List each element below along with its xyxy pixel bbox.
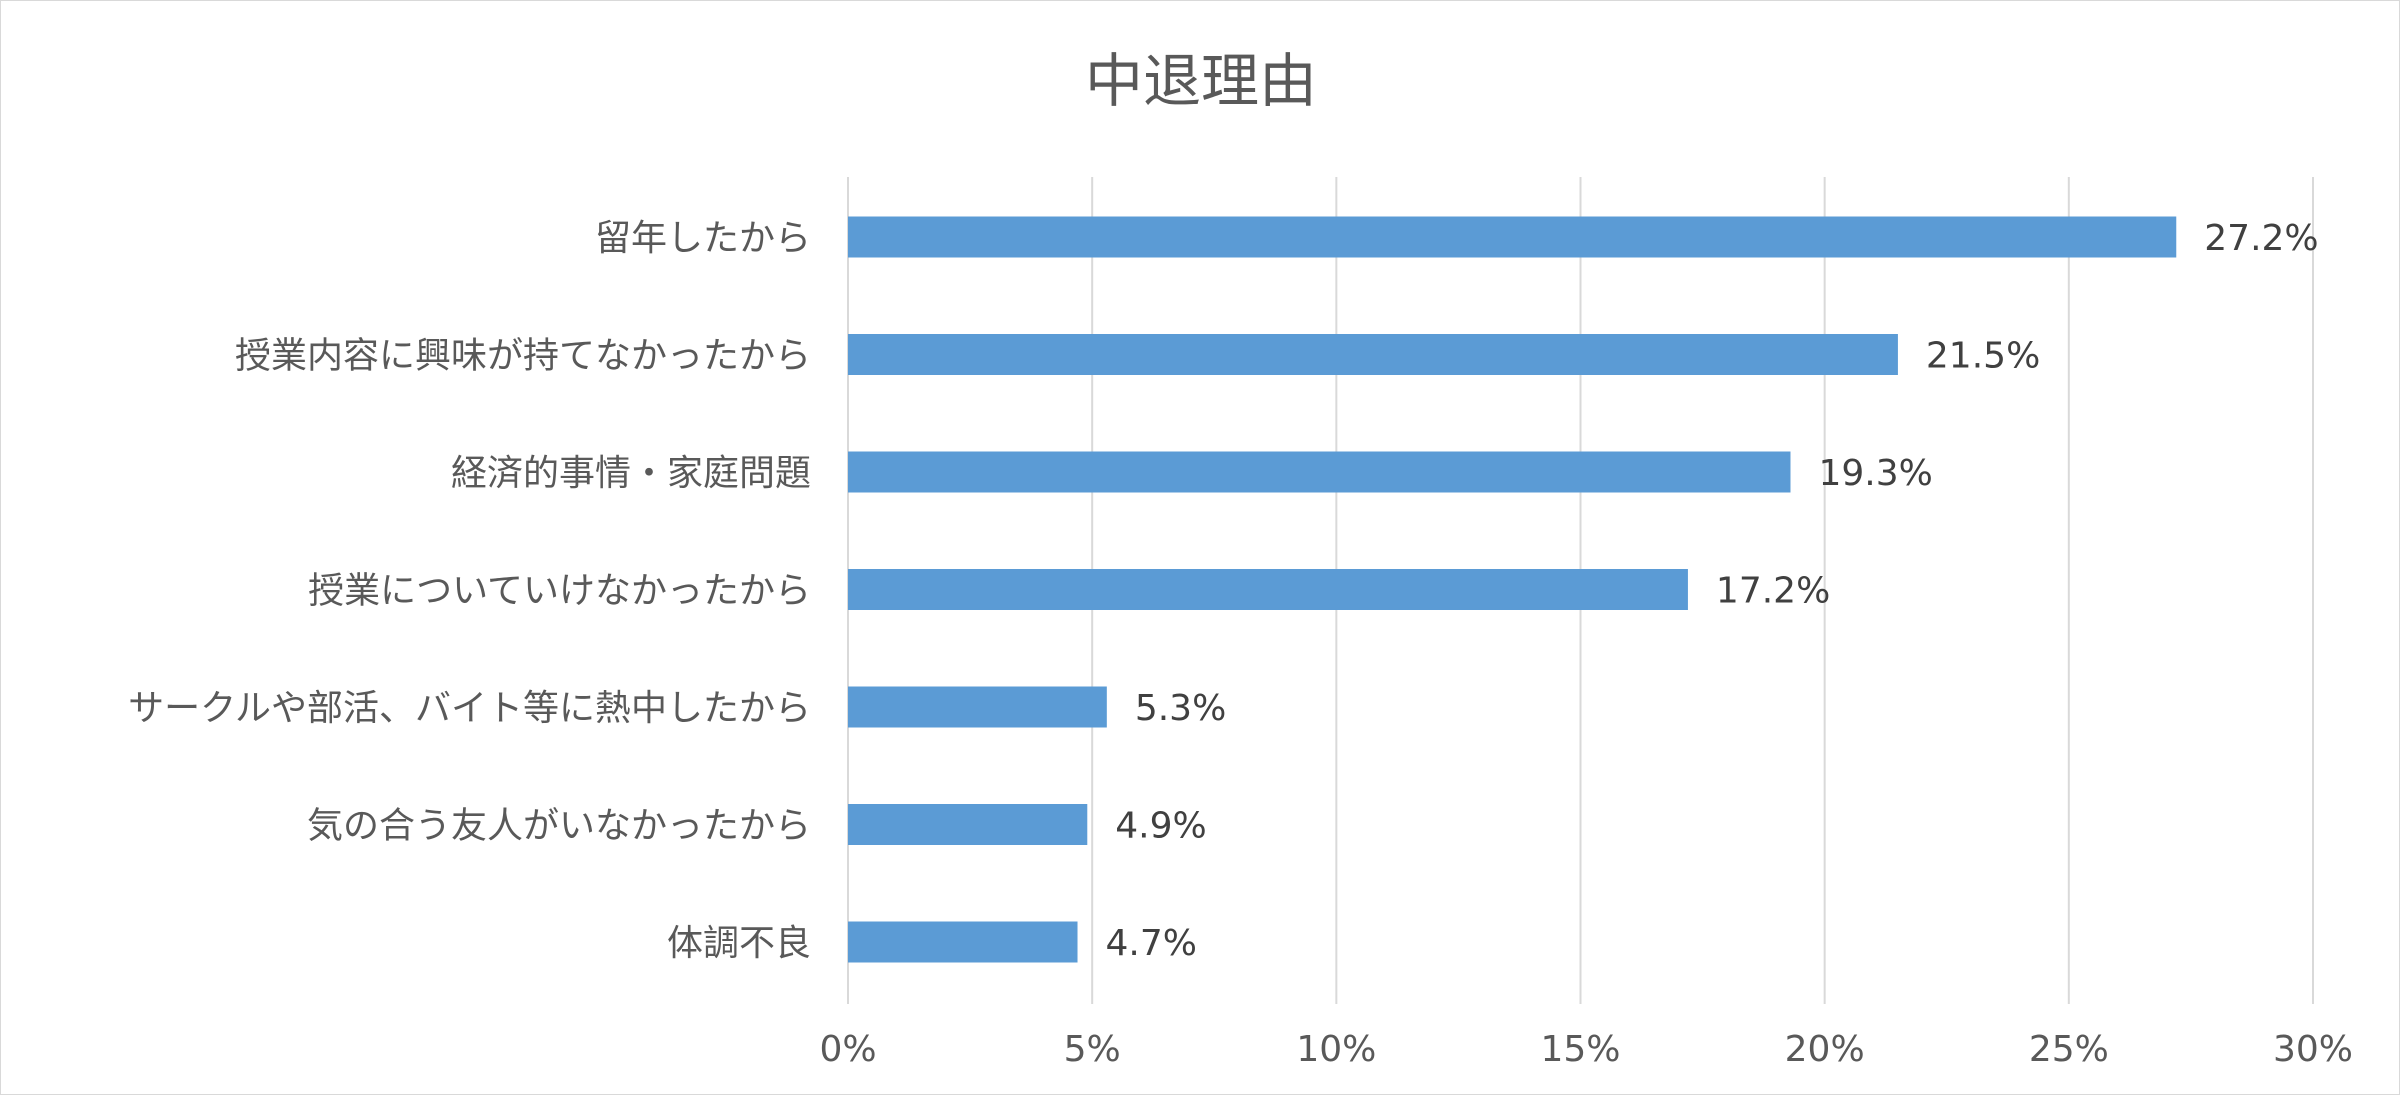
x-tick-label: 25% [2029, 1029, 2109, 1070]
category-label: サークルや部活、バイト等に熱中したから [128, 688, 811, 729]
x-tick-label: 15% [1540, 1029, 1620, 1070]
x-tick-label: 10% [1296, 1029, 1376, 1070]
data-label: 4.9% [1115, 806, 1206, 847]
data-label: 21.5% [1926, 336, 2040, 377]
data-label: 27.2% [2204, 218, 2318, 259]
data-label: 4.7% [1106, 923, 1197, 964]
category-label: 留年したから [595, 218, 811, 259]
bar [848, 569, 1688, 610]
bar [848, 334, 1898, 375]
category-label: 授業内容に興味が持てなかったから [235, 336, 811, 377]
bar [848, 216, 2177, 258]
bar [848, 804, 1088, 845]
category-label: 気の合う友人がいなかったから [307, 806, 811, 847]
category-label: 体調不良 [667, 923, 811, 964]
bar [848, 686, 1107, 728]
chart-title: 中退理由 [1085, 47, 1317, 115]
x-tick-label: 30% [2273, 1029, 2353, 1070]
bars [848, 216, 2177, 963]
category-label: 授業についていけなかったから [308, 571, 811, 612]
x-tick-label: 20% [1785, 1029, 1865, 1070]
data-label: 17.2% [1716, 571, 1830, 612]
category-label: 経済的事情・家庭問題 [451, 453, 811, 494]
x-tick-label: 0% [819, 1029, 876, 1070]
data-label: 19.3% [1818, 453, 1932, 494]
bar [848, 451, 1791, 493]
bar [848, 921, 1078, 963]
data-label: 5.3% [1135, 688, 1226, 729]
labels: 0% 5% 10% 15% 20% 25% 30% 留年したから 27.2% 授業内容に興味が持て… [128, 218, 2353, 1070]
x-tick-label: 5% [1064, 1029, 1121, 1070]
